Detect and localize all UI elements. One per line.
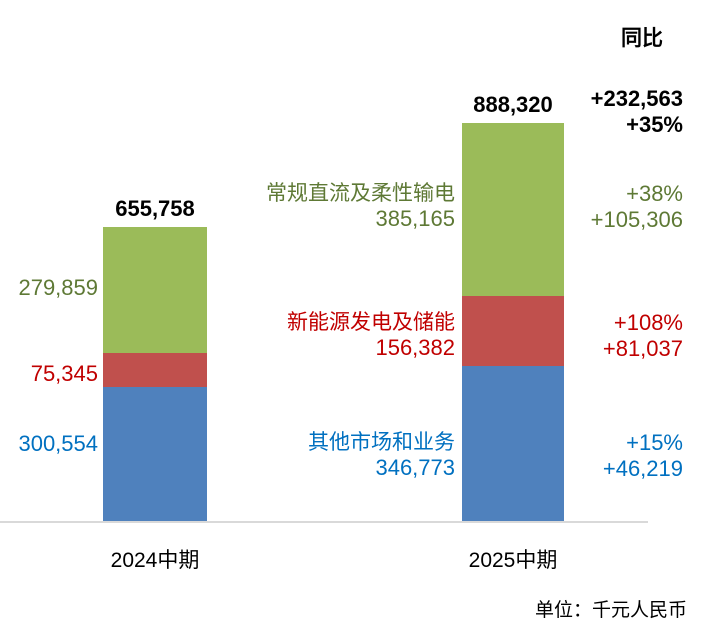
bar-2025-segment-transmission (462, 123, 564, 296)
bar-2025-total-label: 888,320 (473, 92, 553, 117)
yoy-column-title: 同比 (621, 27, 663, 50)
yoy-other-pct: +15% (626, 430, 683, 455)
label-2025-newenergy: 新能源发电及储能 156,382 (287, 310, 455, 360)
series-name-newenergy: 新能源发电及储能 (287, 311, 455, 334)
bar-2024-total-label: 655,758 (115, 196, 195, 221)
bar-2024-segment-newenergy (103, 353, 207, 387)
yoy-transmission-pct: +38% (626, 181, 683, 206)
label-2024-transmission-value: 279,859 (18, 275, 98, 300)
yoy-other-abs: +46,219 (602, 456, 683, 481)
series-value-other: 346,773 (375, 455, 455, 480)
yoy-transmission-abs: +105,306 (590, 207, 683, 232)
bar-2024: 655,758 (103, 196, 207, 522)
yoy-total-abs: +232,563 (590, 86, 683, 111)
yoy-newenergy-pct: +108% (613, 310, 683, 335)
series-value-transmission: 385,165 (375, 206, 455, 231)
bar-2025: 888,320 (462, 92, 564, 522)
label-2025-transmission: 常规直流及柔性输电 385,165 (266, 181, 455, 231)
x-axis-baseline (0, 521, 648, 523)
series-value-newenergy: 156,382 (375, 335, 455, 360)
bar-2025-segment-newenergy (462, 296, 564, 366)
series-name-transmission: 常规直流及柔性输电 (266, 182, 455, 205)
bar-2025-segment-other (462, 366, 564, 522)
yoy-total-block: +232,563 +35% (591, 86, 683, 138)
label-2024-newenergy-value: 75,345 (30, 361, 98, 386)
yoy-transmission-block: +38% +105,306 (591, 181, 683, 233)
yoy-newenergy-block: +108% +81,037 (603, 310, 683, 362)
bar-2024-segment-other (103, 387, 207, 522)
series-name-other: 其他市场和业务 (308, 431, 455, 454)
label-2024-other-value: 300,554 (18, 431, 98, 456)
yoy-other-block: +15% +46,219 (603, 430, 683, 482)
x-axis-label-2025: 2025中期 (468, 549, 558, 572)
x-axis-label-2024: 2024中期 (110, 549, 200, 572)
yoy-total-pct: +35% (626, 112, 683, 137)
unit-note: 单位：千元人民币 (534, 600, 687, 621)
label-2025-other: 其他市场和业务 346,773 (308, 430, 455, 480)
bar-2024-segment-transmission (103, 227, 207, 353)
yoy-newenergy-abs: +81,037 (602, 336, 683, 361)
